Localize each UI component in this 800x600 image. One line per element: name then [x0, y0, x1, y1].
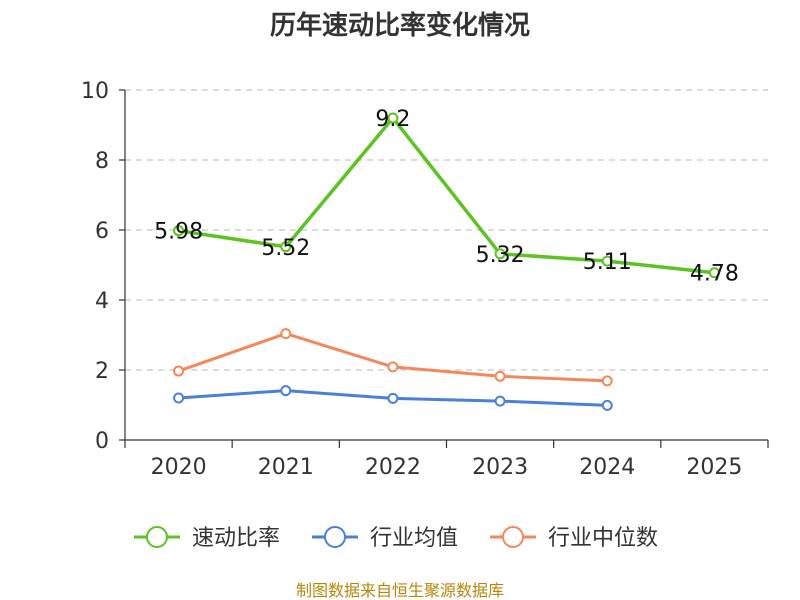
data-label: 9.2 — [375, 107, 410, 132]
data-point — [173, 392, 185, 404]
data-label: 5.11 — [583, 250, 632, 275]
data-point — [173, 225, 185, 237]
grid-lines — [125, 89, 768, 371]
data-point — [387, 112, 399, 124]
data-point — [387, 361, 399, 373]
x-tick-label: 2020 — [151, 455, 207, 480]
y-tick-label: 8 — [95, 149, 109, 174]
data-point — [494, 248, 506, 260]
x-tick-label: 2024 — [579, 455, 635, 480]
legend-marker — [146, 526, 168, 548]
data-point — [280, 385, 292, 397]
x-tick-label: 2022 — [365, 455, 421, 480]
legend-label: 速动比率 — [192, 526, 280, 551]
legend-label: 行业均值 — [370, 526, 458, 551]
series-line-1 — [178, 116, 715, 275]
legend-marker — [502, 526, 524, 548]
data-label: 5.98 — [154, 220, 203, 245]
data-label: 5.32 — [476, 243, 525, 268]
legend-marker — [324, 526, 346, 548]
data-label: 4.78 — [690, 262, 739, 287]
data-point — [173, 365, 185, 377]
data-point — [387, 392, 399, 404]
data-point — [601, 255, 613, 267]
series-line-3 — [178, 332, 608, 383]
data-point — [494, 395, 506, 407]
data-point — [708, 267, 720, 279]
legend: 速动比率 行业均值 行业中位数 — [134, 526, 658, 551]
y-tick-label: 4 — [95, 289, 109, 314]
y-tick-label: 2 — [95, 359, 109, 384]
data-labels: 5.98 5.52 9.2 5.32 5.11 4.78 — [154, 107, 739, 287]
legend-label: 行业中位数 — [548, 526, 658, 551]
data-point — [601, 399, 613, 411]
source-note: 制图数据来自恒生聚源数据库 — [296, 581, 504, 600]
x-tick-label: 2025 — [686, 455, 742, 480]
y-tick-label: 6 — [95, 219, 109, 244]
x-tick-label: 2023 — [472, 455, 528, 480]
axes: 0 2 4 6 8 10 2020 2021 2022 2023 2024 2025 — [81, 79, 769, 480]
data-label: 5.52 — [261, 236, 310, 261]
series-layer — [173, 112, 720, 411]
data-point — [494, 370, 506, 382]
x-tick-label: 2021 — [258, 455, 314, 480]
data-point — [280, 328, 292, 340]
data-point — [280, 241, 292, 253]
chart-title: 历年速动比率变化情况 — [270, 10, 530, 41]
y-tick-label: 10 — [81, 79, 109, 104]
data-point — [601, 375, 613, 387]
y-tick-label: 0 — [95, 429, 109, 454]
